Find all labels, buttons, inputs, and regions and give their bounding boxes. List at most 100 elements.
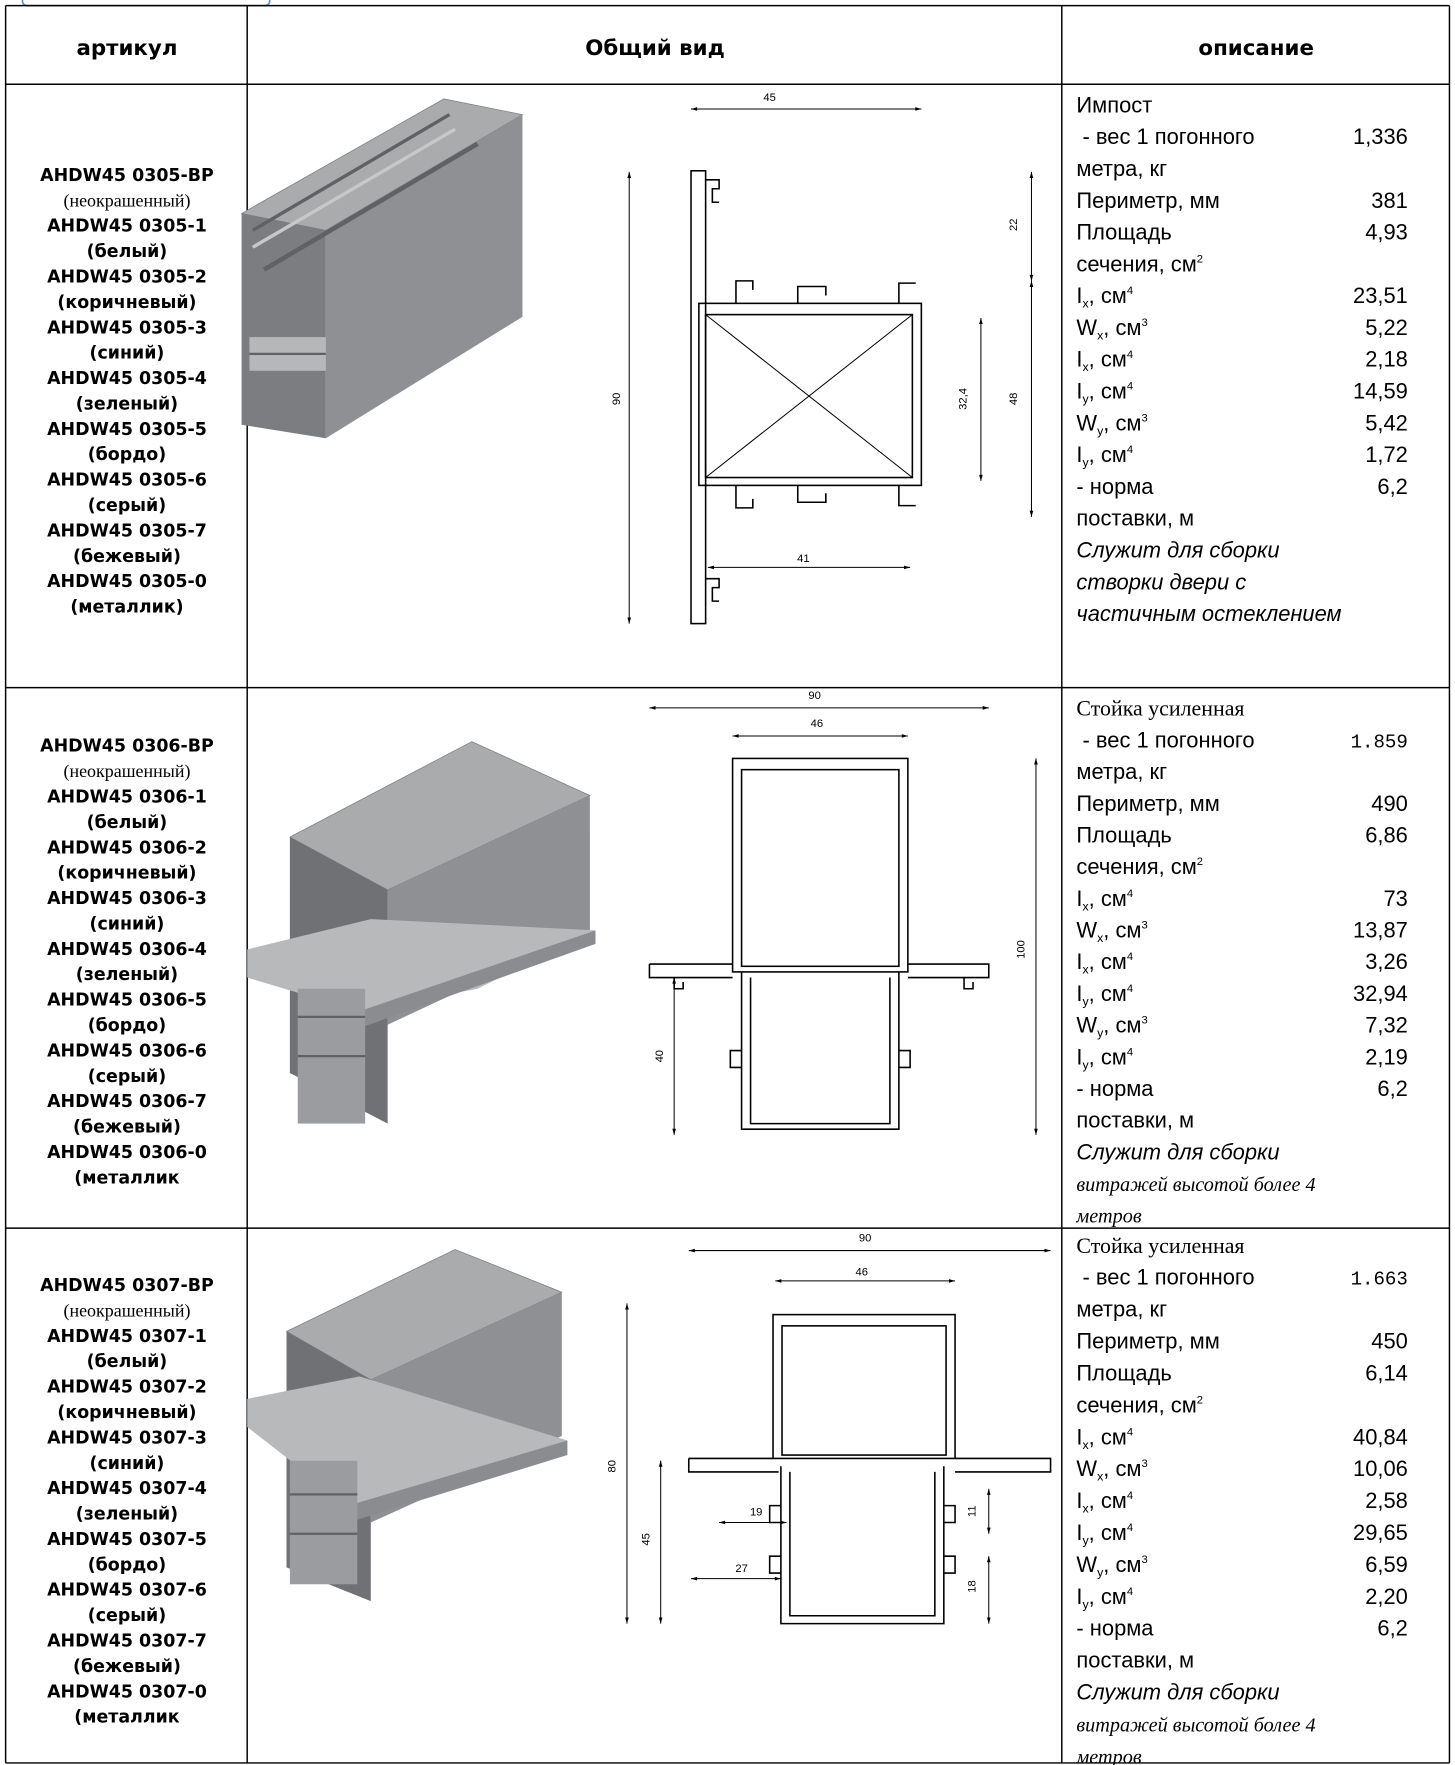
superscript: 3	[1141, 412, 1147, 424]
description-line: витражей высотой более 4	[1076, 1174, 1315, 1196]
description-line: - вес 1 погонного	[1076, 1265, 1254, 1290]
superscript: 4	[1127, 1046, 1133, 1058]
article-line: AHDW45 0307-BP	[40, 1276, 214, 1296]
description-text: - норма	[1076, 474, 1154, 499]
dimension-lines: 45 22 90 32,4 48 41 90 46 100 40 90 46 80 45 19 27 11 18	[607, 92, 1051, 1624]
profile-image	[247, 1249, 568, 1602]
article-line: (синий)	[90, 344, 165, 364]
description-text: Периметр, мм	[1076, 188, 1219, 213]
description-line: Iy, см4	[1076, 379, 1133, 406]
description-text: витражей высотой более 4	[1076, 1174, 1315, 1196]
article-line: (зеленый)	[76, 965, 178, 985]
subscript: x	[1083, 899, 1090, 913]
description-value: 13,87	[1353, 918, 1408, 943]
subscript: x	[1083, 297, 1090, 311]
superscript: 4	[1127, 1586, 1133, 1598]
superscript: 4	[1127, 983, 1133, 995]
description-value: 5,22	[1365, 315, 1408, 340]
description-line: сечения, см2	[1076, 251, 1203, 276]
description-line: Ix, см4	[1076, 1424, 1133, 1451]
description-line: Iy, см4	[1076, 1584, 1133, 1611]
superscript: 3	[1141, 1458, 1147, 1470]
article-line: AHDW45 0305-0	[47, 572, 207, 592]
description-value: 3,26	[1365, 949, 1408, 974]
superscript: 4	[1127, 444, 1133, 456]
description-text: , см	[1089, 949, 1127, 974]
description-text: , см	[1089, 1044, 1127, 1069]
table-grid	[4, 4, 1451, 1764]
description-value: 6,86	[1365, 822, 1408, 847]
cross-section	[687, 1313, 1052, 1625]
dimension-label: 22	[1008, 218, 1020, 230]
description-line: метров	[1075, 1746, 1141, 1765]
description-line: Служит для сборки	[1076, 538, 1279, 563]
description-line: Ix, см4	[1076, 886, 1133, 913]
description-line: Wy, см3	[1076, 410, 1147, 437]
description-text: сечения, см	[1076, 1392, 1196, 1417]
description-text: , см	[1089, 379, 1127, 404]
description-value: 73	[1383, 886, 1407, 911]
description-text: W	[1076, 315, 1097, 340]
article-line: (синий)	[90, 1454, 165, 1474]
article-line: (зеленый)	[76, 1505, 178, 1525]
description-line: Iy, см4	[1076, 1520, 1133, 1547]
article-line: AHDW45 0306-2	[47, 838, 207, 858]
dimension-label: 80	[607, 1460, 619, 1472]
description-line: Площадь	[1076, 1360, 1171, 1385]
article-line: AHDW45 0305-6	[47, 471, 207, 491]
description-text: W	[1076, 918, 1097, 943]
description-text: Стойка усиленная	[1076, 696, 1244, 721]
dimension-label: 90	[859, 1233, 871, 1245]
article-line: AHDW45 0307-3	[47, 1428, 207, 1448]
article-line: (коричневый)	[57, 293, 196, 313]
description-text: Площадь	[1076, 822, 1171, 847]
description-line: Площадь	[1076, 822, 1171, 847]
description-line: витражей высотой более 4	[1076, 1714, 1315, 1736]
description-value: 490	[1371, 791, 1408, 816]
description-line: поставки, м	[1076, 1648, 1194, 1673]
subscript: y	[1083, 1058, 1090, 1072]
article-line: AHDW45 0305-2	[47, 267, 207, 287]
dimension-label: 90	[808, 690, 820, 702]
description-line: Периметр, мм	[1076, 1329, 1219, 1354]
article-line: (бежевый)	[73, 547, 181, 567]
article-line: (неокрашенный)	[63, 1300, 190, 1321]
description-text: I	[1076, 1424, 1082, 1449]
description-text: поставки, м	[1076, 506, 1194, 531]
description-text: - вес 1 погонного	[1076, 1265, 1254, 1290]
cross-section	[648, 757, 990, 1131]
description-value: 6,2	[1377, 1076, 1407, 1101]
article-line: AHDW45 0307-0	[47, 1682, 207, 1702]
description-text: I	[1076, 442, 1082, 467]
description-value: 2,58	[1365, 1488, 1408, 1513]
description-line: поставки, м	[1076, 1108, 1194, 1133]
article-line: (бежевый)	[73, 1657, 181, 1677]
description-line: Ix, см4	[1076, 949, 1133, 976]
description-line: сечения, см2	[1076, 854, 1203, 879]
description-text: метров	[1075, 1206, 1141, 1228]
article-line: AHDW45 0307-7	[47, 1632, 207, 1652]
article-line: (серый)	[88, 1606, 166, 1626]
subscript: x	[1083, 360, 1090, 374]
article-line: AHDW45 0305-4	[47, 369, 207, 389]
description-text: сечения, см	[1076, 854, 1196, 879]
description-line: Периметр, мм	[1076, 791, 1219, 816]
superscript: 4	[1127, 888, 1133, 900]
article-line: (неокрашенный)	[63, 190, 190, 211]
dimension-label: 18	[966, 1580, 978, 1592]
description-value: 6,59	[1365, 1552, 1408, 1577]
superscript: 4	[1127, 1490, 1133, 1502]
description-line: Площадь	[1076, 220, 1171, 245]
cross-section	[690, 170, 923, 625]
description-text: витражей высотой более 4	[1076, 1714, 1315, 1736]
description-text: W	[1076, 1456, 1097, 1481]
article-line: (серый)	[88, 1067, 166, 1087]
description-line: Wx, см3	[1076, 1456, 1147, 1483]
description-value: 5,42	[1365, 410, 1408, 435]
dimension-label: 40	[654, 1050, 666, 1062]
description-text: Служит для сборки	[1076, 1139, 1279, 1164]
description-text: , см	[1089, 981, 1127, 1006]
subscript: x	[1097, 1470, 1104, 1484]
